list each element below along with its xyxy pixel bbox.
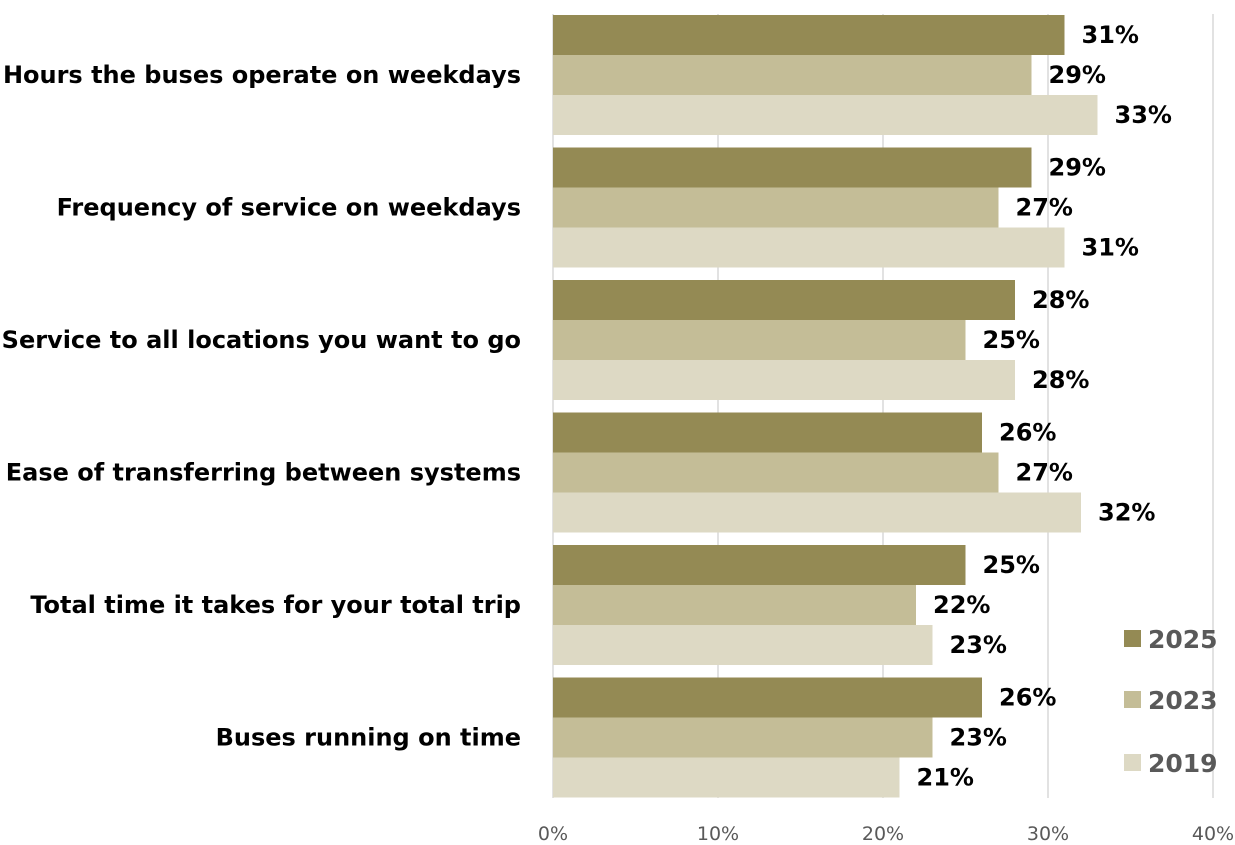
value-labels: 31% 29% 33% 29% 27% 31% 28% 25% 28% 26% 27% 32% 25% 2…: [917, 21, 1172, 792]
bar-2023: [553, 55, 1032, 95]
bar-2023: [553, 452, 999, 493]
legend-label-2023: 2023: [1148, 686, 1218, 715]
bar-2019: [553, 360, 1015, 400]
value-label-2023: 27%: [1016, 459, 1073, 487]
category-labels: Hours the buses operate on weekdays Frequ…: [2, 61, 521, 752]
x-tick-label: 40%: [1192, 823, 1234, 845]
bars: [553, 15, 1098, 798]
x-tick-label: 30%: [1027, 823, 1069, 845]
value-label-2019: 21%: [917, 764, 974, 792]
bar-2025: [553, 412, 982, 453]
x-tick-label: 0%: [538, 823, 568, 845]
value-label-2023: 27%: [1016, 194, 1073, 222]
value-label-2025: 31%: [1082, 21, 1139, 49]
gridlines: [552, 14, 1214, 798]
category-label: Ease of transferring between systems: [6, 459, 521, 487]
legend-swatch-2019: [1124, 754, 1141, 771]
legend-swatch-2023: [1124, 691, 1141, 708]
bar-2025: [553, 147, 1032, 188]
category-label: Buses running on time: [216, 724, 521, 752]
bar-2025: [553, 545, 966, 585]
bar-2019: [553, 95, 1098, 135]
bar-2019: [553, 492, 1081, 533]
category-label: Total time it takes for your total trip: [30, 591, 521, 619]
value-label-2019: 28%: [1032, 366, 1089, 394]
value-label-2019: 33%: [1115, 101, 1172, 129]
bar-2019: [553, 227, 1065, 268]
bar-2025: [553, 15, 1065, 55]
bar-2023: [553, 320, 966, 360]
value-label-2019: 23%: [950, 631, 1007, 659]
category-label: Hours the buses operate on weekdays: [3, 61, 521, 89]
value-label-2023: 22%: [933, 591, 990, 619]
value-label-2025: 25%: [983, 551, 1040, 579]
value-label-2023: 25%: [983, 326, 1040, 354]
bar-2025: [553, 677, 982, 718]
value-label-2019: 32%: [1098, 499, 1155, 527]
bar-2019: [553, 625, 933, 665]
value-label-2025: 26%: [999, 419, 1056, 447]
legend-label-2025: 2025: [1148, 625, 1218, 654]
legend-swatch-2025: [1124, 630, 1141, 647]
legend: 2025 2023 2019: [1124, 625, 1218, 778]
bar-2023: [553, 717, 933, 758]
category-label: Service to all locations you want to go: [2, 326, 521, 354]
bar-2025: [553, 280, 1015, 320]
bar-2023: [553, 585, 916, 625]
bar-2023: [553, 187, 999, 228]
value-label-2025: 28%: [1032, 286, 1089, 314]
value-label-2019: 31%: [1082, 234, 1139, 262]
legend-label-2019: 2019: [1148, 749, 1218, 778]
x-axis-tick-labels: 0% 10% 20% 30% 40%: [538, 823, 1234, 845]
value-label-2025: 29%: [1049, 154, 1106, 182]
x-tick-label: 20%: [862, 823, 904, 845]
x-tick-label: 10%: [697, 823, 739, 845]
category-label: Frequency of service on weekdays: [57, 194, 521, 222]
value-label-2025: 26%: [999, 684, 1056, 712]
value-label-2023: 29%: [1049, 61, 1106, 89]
bar-2019: [553, 757, 900, 798]
value-label-2023: 23%: [950, 724, 1007, 752]
